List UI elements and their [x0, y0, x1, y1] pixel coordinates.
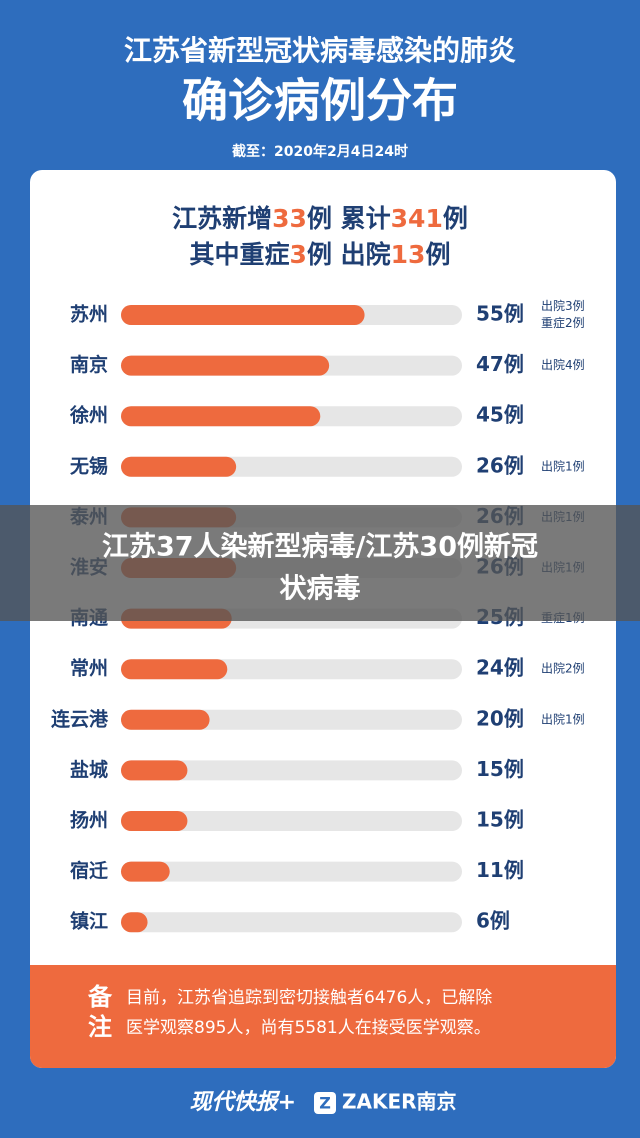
note: 出院1例	[541, 712, 585, 726]
category-label: 盐城	[70, 758, 108, 781]
bar-track	[121, 912, 462, 933]
zaker-icon	[314, 1092, 336, 1114]
overlay-band	[0, 505, 640, 621]
summary-number: 341	[391, 204, 443, 233]
summary-text: 江苏新增	[172, 204, 272, 233]
zaker-icon-letter: Z	[319, 1094, 331, 1113]
category-label: 无锡	[70, 454, 108, 477]
category-label: 苏州	[70, 303, 108, 326]
category-label: 徐州	[69, 404, 108, 427]
title: 江苏省新型冠状病毒感染的肺炎	[124, 34, 516, 67]
category-label: 宿迁	[70, 859, 108, 882]
bar	[121, 760, 188, 781]
value-label: 15例	[476, 757, 524, 781]
value-label: 6例	[476, 909, 510, 933]
summary-text: 例	[425, 240, 450, 269]
footer-brand: 现代快报+	[190, 1090, 296, 1115]
value-label: 24例	[476, 656, 524, 680]
category-label: 镇江	[70, 910, 108, 933]
bar	[121, 659, 228, 680]
value-label: 47例	[476, 352, 524, 376]
summary-text: 其中重症	[190, 240, 290, 269]
bar	[121, 406, 321, 427]
summary-text: 例 累计	[307, 204, 391, 233]
value-label: 55例	[476, 302, 524, 326]
value-label: 26例	[476, 453, 524, 477]
note: 出院4例	[541, 358, 585, 372]
remark-box	[30, 965, 616, 1068]
value-label: 11例	[476, 858, 524, 882]
remark-text: 目前，江苏省追踪到密切接触者6476人，已解除	[126, 988, 492, 1008]
bar-track	[121, 760, 462, 781]
bar	[121, 811, 188, 831]
subtitle: 确诊病例分布	[182, 74, 458, 128]
bar	[121, 456, 237, 477]
summary-line: 其中重症3例 出院13例	[190, 240, 451, 269]
note: 出院3例	[541, 299, 585, 313]
category-label: 连云港	[51, 707, 109, 730]
bar	[121, 861, 170, 882]
summary-text: 例	[443, 204, 468, 233]
remark-text: 医学观察895人，尚有5581人在接受医学观察。	[126, 1018, 491, 1038]
category-label: 常州	[70, 657, 108, 680]
bar	[121, 355, 330, 376]
value-label: 20例	[476, 706, 524, 730]
footer-partner: ZAKER南京	[342, 1090, 457, 1114]
summary-number: 13	[391, 240, 426, 269]
note: 出院2例	[541, 662, 585, 676]
summary-number: 33	[272, 204, 307, 233]
bar	[121, 912, 148, 933]
note: 出院1例	[541, 459, 585, 473]
bar	[121, 305, 365, 325]
category-label: 南京	[70, 353, 108, 376]
value-label: 45例	[476, 403, 524, 427]
summary-line: 江苏新增33例 累计341例	[172, 204, 468, 233]
bar-track	[121, 811, 462, 831]
bar	[121, 709, 210, 730]
date: 截至：2020年2月4日24时	[232, 143, 408, 160]
summary-text: 例 出院	[307, 240, 391, 269]
value-label: 15例	[476, 808, 524, 832]
summary-number: 3	[290, 240, 307, 269]
overlay-text: 江苏37人染新型病毒/江苏30例新冠	[102, 531, 538, 563]
category-label: 扬州	[70, 809, 108, 832]
note: 重症2例	[541, 315, 585, 330]
overlay-text: 状病毒	[280, 574, 361, 605]
remark-label: 备注	[87, 983, 113, 1041]
bar-track	[121, 861, 462, 882]
